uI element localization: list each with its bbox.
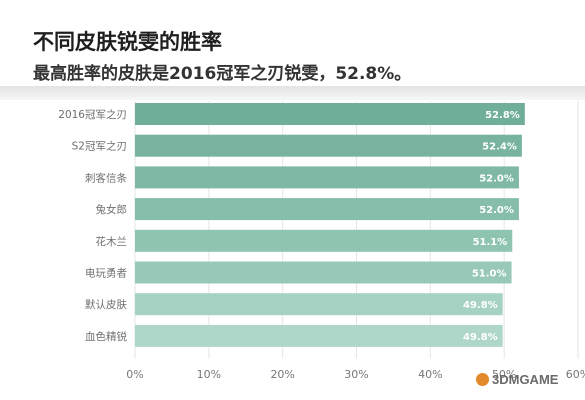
value-label: 52.0% (479, 205, 514, 216)
category-label: 花木兰 (96, 235, 128, 248)
category-label: 2016冠军之刃 (58, 108, 127, 121)
x-tick-label: 40% (418, 368, 442, 381)
bar (135, 103, 525, 125)
value-label: 49.8% (463, 300, 498, 311)
bar (135, 134, 522, 157)
value-label: 52.8% (485, 110, 520, 121)
category-label: S2冠军之刃 (72, 140, 127, 153)
x-tick-label: 50% (492, 368, 516, 381)
x-tick-label: 0% (126, 368, 143, 381)
value-label: 52.4% (482, 142, 517, 153)
watermark-logo-icon (476, 373, 489, 386)
watermark-text: 3DMGAME (492, 372, 559, 387)
bar (135, 229, 513, 252)
value-label: 52.0% (479, 173, 514, 184)
x-axis-ticks: 0% 10% 20% 30% 40% 50% 60% (126, 368, 585, 381)
bar (135, 261, 512, 284)
x-tick-label: 60% (566, 368, 585, 381)
value-labels: 52.8% 52.4% 52.0% 52.0% 51.1% 51.0% 49.8% 49.8% (463, 110, 520, 343)
x-tick-label: 10% (197, 368, 221, 381)
category-label: 刺客信条 (85, 171, 127, 184)
category-label: 血色精锐 (85, 330, 127, 343)
header-divider (0, 86, 585, 100)
value-label: 51.0% (472, 269, 507, 280)
value-label: 49.8% (463, 332, 498, 343)
x-tick-label: 30% (344, 368, 368, 381)
bar (135, 293, 503, 316)
bars (135, 103, 525, 347)
category-label: 电玩勇者 (85, 267, 127, 280)
category-label: 兔女郎 (96, 203, 128, 216)
bar (135, 324, 503, 347)
bar (135, 166, 519, 189)
value-label: 51.1% (473, 237, 508, 248)
bar (135, 198, 519, 221)
category-label: 默认皮肤 (85, 298, 127, 311)
chart-title: 不同皮肤锐雯的胜率 (33, 30, 222, 54)
x-tick-label: 20% (270, 368, 294, 381)
chart-subtitle: 最高胜率的皮肤是2016冠军之刃锐雯，52.8%。 (33, 64, 412, 84)
